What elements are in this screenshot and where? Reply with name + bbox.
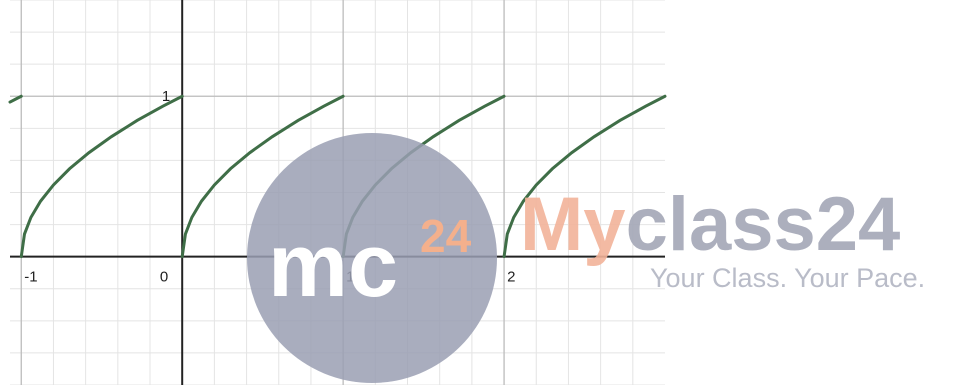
curve xyxy=(19,94,184,259)
y-tick-label: 1 xyxy=(162,88,170,105)
x-tick-label: -1 xyxy=(24,269,37,286)
watermark-circle xyxy=(247,133,497,383)
x-tick-label: 0 xyxy=(160,269,168,286)
brand-a: My xyxy=(520,182,626,267)
brand-b: class24 xyxy=(626,182,901,267)
watermark-brand: Myclass24 xyxy=(520,182,900,267)
watermark-logo: mc xyxy=(268,216,398,316)
curve xyxy=(180,94,345,259)
x-tick-label: 2 xyxy=(507,269,515,286)
curve xyxy=(8,94,23,104)
watermark-logo-sup: 24 xyxy=(420,210,472,262)
curve xyxy=(502,94,667,259)
watermark-tagline: Your Class. Your Pace. xyxy=(650,263,925,293)
watermark: mc 24 Myclass24 Your Class. Your Pace. xyxy=(247,133,925,383)
